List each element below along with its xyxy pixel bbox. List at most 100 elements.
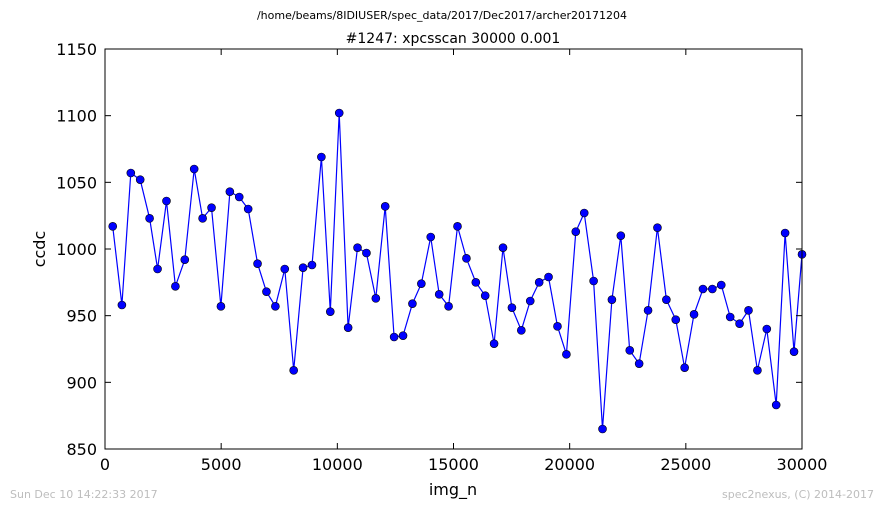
series-layer [108,108,807,434]
data-point [145,214,154,223]
data-point [207,203,216,212]
y-tick-label: 850 [66,440,97,459]
data-point [571,227,581,236]
data-point [689,310,699,319]
data-point [589,276,598,286]
data-point [625,346,635,355]
x-axis-label: img_n [429,480,477,500]
chart-title: #1247: xpcsscan 30000 0.001 [346,31,561,47]
data-point [744,306,753,315]
plot-frame [104,48,803,450]
data-point [398,331,408,340]
data-point [153,264,162,274]
data-point [343,323,353,332]
data-point [317,152,326,162]
data-point [562,350,571,359]
data-point [544,272,553,282]
data-point [453,222,462,231]
data-point [716,280,726,290]
data-point [353,243,362,252]
data-point [362,248,371,258]
data-point [253,259,262,268]
data-point [780,228,790,238]
data-point [462,254,471,263]
data-point [444,302,453,311]
data-point [725,312,735,322]
footer-timestamp: Sun Dec 10 14:22:33 2017 [10,488,158,501]
data-point [371,294,381,303]
data-point [579,208,589,218]
data-point [534,278,544,287]
x-tick-label: 30000 [777,455,828,474]
data-point [216,302,226,311]
chart-suptitle: /home/beams/8IDIUSER/spec_data/2017/Dec2… [257,9,627,22]
data-point [198,214,207,223]
data-point [753,366,762,375]
y-tick-label: 1000 [56,240,97,259]
data-point [762,324,772,334]
data-point [553,322,562,331]
x-axis-ticks: 0 5000 10000 15000 20000 25000 30000 [100,49,828,474]
data-point [426,232,436,242]
data-point [489,339,499,348]
data-point [525,296,535,306]
x-tick-label: 20000 [544,455,595,474]
data-point [698,284,708,294]
data-point [607,295,617,304]
data-point [189,164,199,174]
data-point [417,279,426,288]
x-tick-label: 15000 [428,455,479,474]
y-tick-label: 1050 [56,173,97,192]
data-point [271,302,280,311]
data-point [789,347,799,356]
data-point [643,306,653,315]
data-point [598,424,607,434]
data-point [408,299,417,308]
data-point [735,319,744,328]
y-tick-label: 1150 [56,40,97,59]
data-point [243,204,253,214]
data-point [262,287,271,296]
x-tick-label: 0 [100,455,110,474]
data-point [634,359,644,368]
data-point [616,231,626,240]
data-point [225,187,235,196]
data-point [162,196,171,206]
data-point [171,282,180,291]
data-point [662,295,671,304]
x-tick-label: 5000 [201,455,242,474]
data-point [234,192,244,202]
data-point [480,291,490,300]
data-point [117,300,127,310]
data-point [334,108,344,118]
y-axis-label: ccdc [30,231,49,268]
data-point [108,222,118,231]
data-point [680,363,689,372]
series-line [112,112,803,430]
data-point [653,223,662,232]
data-point [708,284,717,294]
y-tick-label: 1100 [56,107,97,126]
data-point [434,290,444,299]
data-point [507,303,517,312]
data-point [298,263,308,272]
data-point [126,168,136,178]
data-point [471,278,481,287]
data-point [498,243,508,252]
data-point [325,307,335,316]
x-tick-label: 25000 [660,455,711,474]
y-tick-label: 950 [66,307,97,326]
data-point [280,264,290,274]
data-point [517,326,526,335]
data-point [180,255,190,264]
footer-credit: spec2nexus, (C) 2014-2017 [722,488,874,501]
data-point [671,315,681,324]
data-point [307,260,317,270]
data-point [389,332,399,342]
data-point [771,400,781,410]
data-point [135,175,145,184]
data-point [289,366,298,375]
data-point [380,202,390,211]
y-tick-label: 900 [66,373,97,392]
